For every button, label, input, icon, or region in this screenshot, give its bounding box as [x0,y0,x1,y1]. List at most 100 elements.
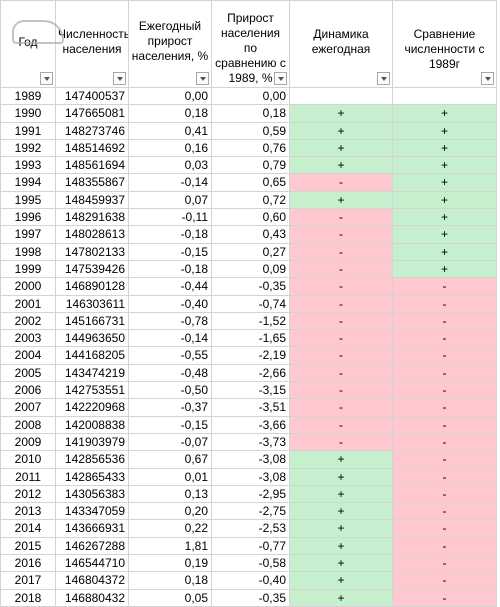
cell-year[interactable]: 1995 [0,190,56,210]
cell-annual-dynamics[interactable]: - [289,415,393,434]
cell-year[interactable]: 2000 [0,277,56,296]
cell-growth-vs-1989[interactable]: 0,59 [211,121,290,140]
cell-growth-vs-1989[interactable]: 0,65 [211,173,290,192]
cell-annual-dynamics[interactable]: + [289,484,393,504]
cell-compare-1989[interactable]: - [392,536,497,556]
cell-growth-vs-1989[interactable]: 0,60 [211,208,290,227]
cell-population[interactable]: 145166731 [55,311,129,331]
cell-annual-growth[interactable]: 0,41 [128,121,212,140]
cell-annual-dynamics[interactable]: + [289,190,393,210]
cell-annual-dynamics[interactable]: + [289,519,393,538]
cell-annual-growth[interactable]: 0,13 [128,484,212,504]
cell-compare-1989[interactable]: + [392,104,497,123]
cell-annual-dynamics[interactable]: + [289,502,393,521]
cell-compare-1989[interactable]: - [392,294,497,313]
filter-dropdown-annual-dynamics[interactable] [377,72,390,85]
cell-growth-vs-1989[interactable]: 0,09 [211,259,290,279]
cell-population[interactable]: 148514692 [55,138,129,158]
cell-growth-vs-1989[interactable]: 0,00 [211,86,290,106]
cell-annual-growth[interactable]: -0,48 [128,363,212,383]
cell-population[interactable]: 146303611 [55,294,129,313]
cell-annual-growth[interactable]: 0,01 [128,467,212,486]
cell-population[interactable]: 148273746 [55,121,129,140]
cell-growth-vs-1989[interactable]: -0,35 [211,277,290,296]
cell-population[interactable]: 144963650 [55,329,129,348]
cell-growth-vs-1989[interactable]: -2,66 [211,363,290,383]
cell-annual-growth[interactable]: 0,18 [128,571,212,590]
cell-annual-dynamics[interactable]: + [289,156,393,175]
cell-year[interactable]: 2016 [0,554,56,573]
cell-population[interactable]: 142865433 [55,467,129,486]
cell-population[interactable]: 148561694 [55,156,129,175]
cell-population[interactable]: 142220968 [55,398,129,417]
cell-annual-growth[interactable]: -0,78 [128,311,212,331]
cell-annual-dynamics[interactable]: - [289,294,393,313]
cell-growth-vs-1989[interactable]: -1,52 [211,311,290,331]
cell-annual-dynamics[interactable]: + [289,121,393,140]
cell-compare-1989[interactable]: + [392,208,497,227]
cell-annual-dynamics[interactable]: - [289,363,393,383]
cell-year[interactable]: 2009 [0,432,56,452]
cell-growth-vs-1989[interactable]: -0,58 [211,554,290,573]
cell-annual-growth[interactable]: -0,18 [128,225,212,244]
cell-population[interactable]: 148459937 [55,190,129,210]
cell-year[interactable]: 2014 [0,519,56,538]
filter-dropdown-annual-growth[interactable] [196,72,209,85]
cell-year[interactable]: 1989 [0,86,56,106]
cell-population[interactable]: 147539426 [55,259,129,279]
filter-dropdown-population[interactable] [113,72,126,85]
cell-annual-growth[interactable]: -0,44 [128,277,212,296]
cell-annual-growth[interactable]: -0,15 [128,242,212,261]
cell-annual-dynamics[interactable]: + [289,467,393,486]
cell-population[interactable]: 146544710 [55,554,129,573]
cell-annual-growth[interactable]: -0,15 [128,415,212,434]
cell-compare-1989[interactable]: - [392,381,497,400]
cell-compare-1989[interactable]: - [392,571,497,590]
cell-year[interactable]: 2003 [0,329,56,348]
cell-annual-growth[interactable]: -0,07 [128,432,212,452]
cell-year[interactable]: 2010 [0,450,56,469]
cell-annual-growth[interactable]: -0,14 [128,329,212,348]
cell-annual-dynamics[interactable]: - [289,277,393,296]
cell-annual-dynamics[interactable]: + [289,450,393,469]
cell-compare-1989[interactable]: - [392,450,497,469]
cell-compare-1989[interactable]: - [392,311,497,331]
cell-population[interactable]: 143347059 [55,502,129,521]
cell-compare-1989[interactable]: - [392,467,497,486]
cell-annual-dynamics[interactable]: + [289,536,393,556]
cell-population[interactable]: 148291638 [55,208,129,227]
cell-annual-dynamics[interactable] [289,86,393,106]
cell-population[interactable]: 142753551 [55,381,129,400]
cell-compare-1989[interactable]: - [392,398,497,417]
cell-annual-growth[interactable]: -0,37 [128,398,212,417]
cell-population[interactable]: 141903979 [55,432,129,452]
cell-year[interactable]: 1997 [0,225,56,244]
cell-annual-dynamics[interactable]: - [289,432,393,452]
cell-population[interactable]: 142008838 [55,415,129,434]
cell-annual-growth[interactable]: -0,11 [128,208,212,227]
cell-compare-1989[interactable]: - [392,415,497,434]
cell-growth-vs-1989[interactable]: -3,73 [211,432,290,452]
cell-growth-vs-1989[interactable]: -2,19 [211,346,290,365]
cell-growth-vs-1989[interactable]: -3,08 [211,450,290,469]
cell-year[interactable]: 2005 [0,363,56,383]
cell-annual-growth[interactable]: 0,67 [128,450,212,469]
cell-annual-dynamics[interactable]: - [289,208,393,227]
cell-year[interactable]: 1994 [0,173,56,192]
cell-year[interactable]: 1998 [0,242,56,261]
cell-annual-growth[interactable]: -0,18 [128,259,212,279]
cell-growth-vs-1989[interactable]: -3,66 [211,415,290,434]
cell-compare-1989[interactable]: + [392,225,497,244]
cell-annual-growth[interactable]: 0,16 [128,138,212,158]
cell-annual-growth[interactable]: -0,40 [128,294,212,313]
cell-compare-1989[interactable]: - [392,554,497,573]
cell-compare-1989[interactable]: + [392,259,497,279]
cell-population[interactable]: 147665081 [55,104,129,123]
cell-year[interactable]: 2007 [0,398,56,417]
cell-annual-growth[interactable]: 1,81 [128,536,212,556]
cell-compare-1989[interactable]: - [392,432,497,452]
cell-year[interactable]: 2006 [0,381,56,400]
cell-compare-1989[interactable]: + [392,156,497,175]
cell-annual-dynamics[interactable]: - [289,398,393,417]
cell-growth-vs-1989[interactable]: -3,51 [211,398,290,417]
